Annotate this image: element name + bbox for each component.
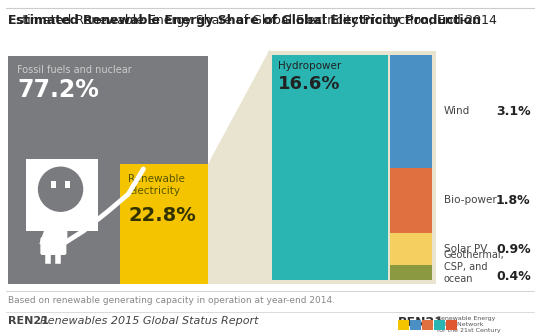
Text: REN21: REN21 bbox=[8, 316, 49, 326]
Text: Fossil fuels and nuclear: Fossil fuels and nuclear bbox=[17, 65, 132, 75]
Text: Geothermal,
CSP, and
ocean: Geothermal, CSP, and ocean bbox=[444, 250, 505, 284]
Polygon shape bbox=[39, 219, 68, 244]
Circle shape bbox=[38, 167, 83, 211]
Text: Renewables 2015 Global Status Report: Renewables 2015 Global Status Report bbox=[40, 316, 259, 326]
Text: Hydropower: Hydropower bbox=[278, 61, 341, 71]
Bar bbox=[26, 159, 98, 231]
FancyBboxPatch shape bbox=[409, 320, 421, 330]
Text: 22.8%: 22.8% bbox=[128, 206, 195, 225]
Text: Wind: Wind bbox=[444, 106, 470, 116]
Text: Estimated Renewable Energy Share of Global Electricity Production, End-2014: Estimated Renewable Energy Share of Glob… bbox=[8, 14, 497, 27]
Text: 1.8%: 1.8% bbox=[496, 194, 531, 207]
Text: 3.1%: 3.1% bbox=[496, 105, 531, 118]
FancyBboxPatch shape bbox=[422, 320, 433, 330]
Text: 0.9%: 0.9% bbox=[496, 243, 531, 256]
Bar bbox=[390, 167, 432, 233]
Text: 0.4%: 0.4% bbox=[496, 270, 531, 283]
Text: Solar PV: Solar PV bbox=[444, 244, 488, 254]
Bar bbox=[8, 56, 208, 284]
Text: Renewable
electricity: Renewable electricity bbox=[128, 174, 185, 196]
Text: Bio-power: Bio-power bbox=[444, 195, 497, 205]
Bar bbox=[390, 233, 432, 266]
FancyBboxPatch shape bbox=[40, 237, 66, 255]
FancyBboxPatch shape bbox=[446, 320, 456, 330]
Bar bbox=[65, 181, 70, 188]
Polygon shape bbox=[208, 49, 270, 284]
Text: Renewable Energy
Policy Network
for the 21st Century: Renewable Energy Policy Network for the … bbox=[437, 316, 501, 333]
Bar bbox=[51, 181, 56, 188]
FancyBboxPatch shape bbox=[397, 320, 408, 330]
Text: Based on renewable generating capacity in operation at year-end 2014.: Based on renewable generating capacity i… bbox=[8, 296, 335, 305]
Bar bbox=[390, 55, 432, 167]
Bar bbox=[390, 266, 432, 280]
Text: Estimated Renewable Energy Share of Global Electricity Production: Estimated Renewable Energy Share of Glob… bbox=[8, 14, 481, 27]
Text: REN21: REN21 bbox=[398, 316, 444, 329]
Bar bbox=[268, 51, 436, 284]
FancyBboxPatch shape bbox=[434, 320, 444, 330]
Bar bbox=[272, 55, 388, 280]
Text: 77.2%: 77.2% bbox=[17, 78, 99, 102]
Text: 16.6%: 16.6% bbox=[278, 75, 341, 93]
Bar bbox=[120, 164, 208, 284]
